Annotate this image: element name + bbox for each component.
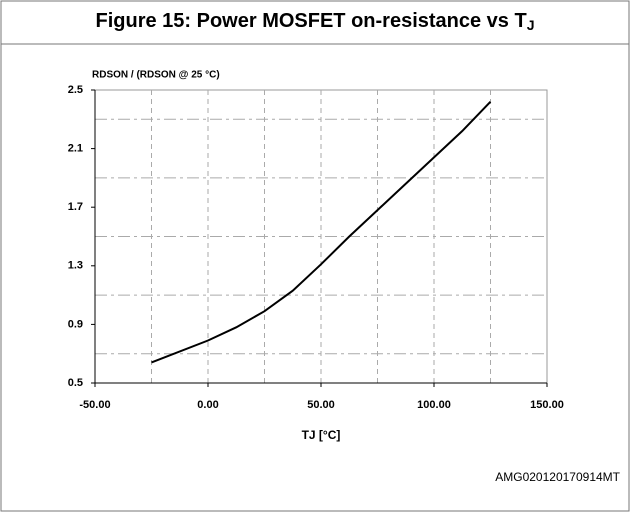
chart-title: Figure 15: Power MOSFET on-resistance vs… <box>95 10 534 32</box>
data-line <box>151 101 492 364</box>
title-subscript: J <box>527 17 535 33</box>
x-tick-label: 100.00 <box>417 399 451 411</box>
x-tick-label: 50.00 <box>307 399 335 411</box>
y-axis-label: RDSON / (RDSON @ 25 °C) <box>92 70 220 81</box>
x-axis-label: TJ [°C] <box>302 428 341 442</box>
x-tick-label: 150.00 <box>530 399 564 411</box>
footnote: AMG020120170914MT <box>495 470 620 484</box>
x-tick-label: -50.00 <box>79 399 110 411</box>
y-tick-label: 2.5 <box>68 84 83 96</box>
x-tick-label: 0.00 <box>197 399 218 411</box>
y-tick-label: 0.9 <box>68 318 83 330</box>
title-main: Figure 15: Power MOSFET on-resistance vs… <box>95 10 526 32</box>
y-tick-label: 0.5 <box>68 377 83 389</box>
y-tick-label: 1.7 <box>68 201 83 213</box>
y-tick-label: 1.3 <box>68 260 83 272</box>
y-tick-label: 2.1 <box>68 143 83 155</box>
